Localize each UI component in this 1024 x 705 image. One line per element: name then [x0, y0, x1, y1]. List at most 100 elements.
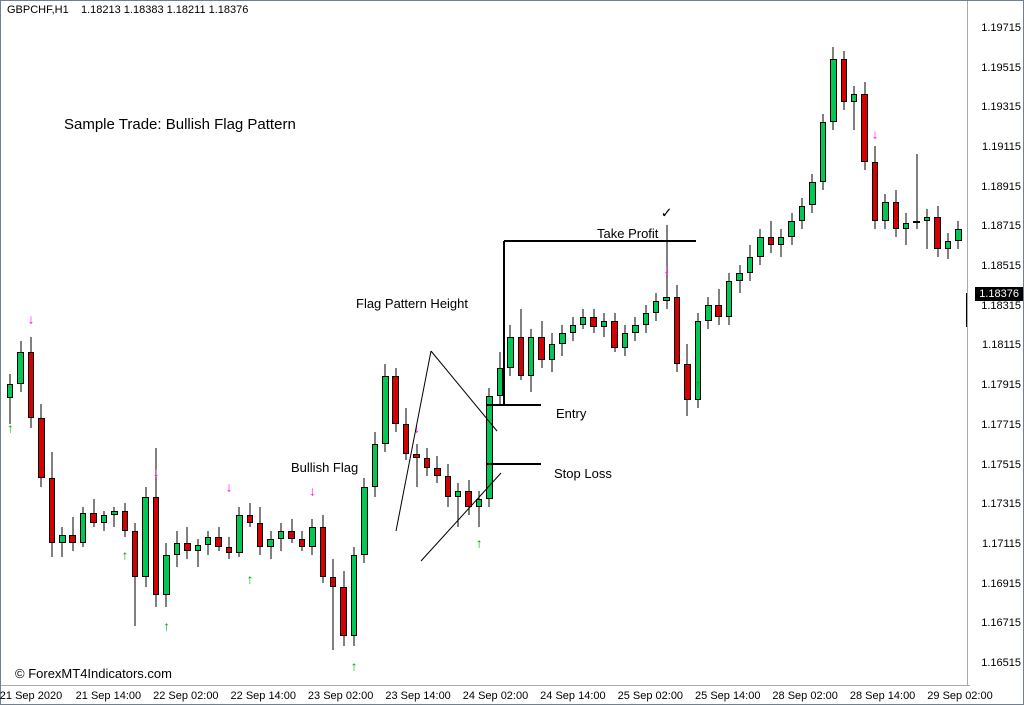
candle: [705, 297, 711, 329]
candle: [674, 285, 680, 372]
y-tick: 1.19515: [981, 62, 1021, 74]
stoploss-label: Stop Loss: [554, 466, 612, 481]
candle: [278, 523, 284, 551]
candle: [226, 537, 232, 559]
y-axis: 1.197151.195151.193151.191151.189151.187…: [967, 1, 1023, 686]
chart-container: GBPCHF,H1 1.18213 1.18383 1.18211 1.1837…: [0, 0, 1024, 705]
arrow-up-icon: ↑: [695, 377, 702, 392]
candle: [236, 507, 242, 557]
x-tick: 28 Sep 02:00: [772, 690, 837, 702]
candle: [69, 517, 75, 551]
candle: [872, 146, 878, 229]
flag-height-label: Flag Pattern Height: [356, 296, 468, 311]
candle: [351, 547, 357, 646]
candle: [59, 527, 65, 557]
candle: [611, 313, 617, 353]
candle: [715, 289, 721, 325]
candle: [632, 317, 638, 341]
candle: [934, 206, 940, 258]
x-tick: 21 Sep 14:00: [76, 690, 141, 702]
arrow-up-icon: ↑: [7, 420, 14, 435]
candle: [17, 341, 23, 393]
arrow-down-icon: ↓: [28, 311, 35, 326]
y-tick: 1.16915: [981, 578, 1021, 590]
entry-label: Entry: [556, 406, 586, 421]
candle: [497, 352, 503, 404]
candle: [476, 491, 482, 527]
candle: [184, 527, 190, 559]
candle: [445, 464, 451, 508]
candle: [747, 245, 753, 281]
arrow-down-icon: ↓: [226, 480, 233, 495]
y-tick: 1.17715: [981, 419, 1021, 431]
candle: [320, 515, 326, 583]
x-tick: 23 Sep 02:00: [308, 690, 373, 702]
current-price-label: 1.18376: [975, 287, 1023, 301]
candle: [955, 221, 961, 249]
arrow-up-icon: ↑: [351, 659, 358, 674]
y-tick: 1.18315: [981, 300, 1021, 312]
candle: [257, 507, 263, 555]
candle: [28, 337, 34, 428]
y-tick: 1.19315: [981, 101, 1021, 113]
watermark: © ForexMT4Indicators.com: [15, 666, 172, 681]
arrow-down-icon: ↓: [309, 484, 316, 499]
candle: [945, 233, 951, 259]
candle: [101, 511, 107, 531]
candle: [538, 321, 544, 369]
candle: [528, 329, 534, 393]
y-tick: 1.16715: [981, 617, 1021, 629]
x-tick: 22 Sep 14:00: [231, 690, 296, 702]
candle: [622, 325, 628, 357]
candle: [455, 483, 461, 527]
x-axis: 21 Sep 2020 21 Sep 14:00 22 Sep 02:00 22 Se…: [1, 685, 970, 704]
takeprofit-label: Take Profit: [597, 226, 658, 241]
title-annotation: Sample Trade: Bullish Flag Pattern: [64, 116, 296, 133]
candle: [486, 388, 492, 507]
candle: [38, 404, 44, 487]
candle: [861, 82, 867, 169]
y-tick: 1.17315: [981, 498, 1021, 510]
x-tick: 24 Sep 14:00: [540, 690, 605, 702]
candle: [736, 265, 742, 293]
candle: [132, 523, 138, 626]
candle: [174, 531, 180, 567]
plot-area[interactable]: ↑↓↑↓↑↓↑↓↑↓↑↓↑↓✓: [1, 1, 970, 686]
y-tick: 1.18715: [981, 220, 1021, 232]
arrow-down-icon: ↓: [872, 127, 879, 142]
candle: [851, 86, 857, 130]
arrow-up-icon: ↑: [247, 571, 254, 586]
y-tick: 1.17115: [982, 538, 1021, 550]
x-tick: 25 Sep 02:00: [618, 690, 683, 702]
candle: [195, 539, 201, 567]
candle: [601, 313, 607, 337]
candle: [830, 47, 836, 130]
candle: [726, 273, 732, 325]
candle: [518, 309, 524, 380]
candle: [549, 333, 555, 373]
y-tick: 1.18915: [981, 181, 1021, 193]
candle: [570, 317, 576, 341]
x-tick: 23 Sep 14:00: [385, 690, 450, 702]
arrow-down-icon: ↓: [413, 420, 420, 435]
x-tick: 22 Sep 02:00: [153, 690, 218, 702]
y-tick: 1.19115: [982, 141, 1021, 153]
candle: [788, 213, 794, 245]
x-tick: 24 Sep 02:00: [463, 690, 528, 702]
candle: [7, 374, 13, 424]
candle: [403, 408, 409, 460]
candle: [559, 325, 565, 357]
x-tick: 21 Sep 2020: [0, 690, 62, 702]
candle: [820, 114, 826, 189]
candle: [267, 531, 273, 559]
candle: [288, 519, 294, 543]
arrow-down-icon: ↓: [663, 262, 670, 277]
y-tick: 1.16515: [981, 657, 1021, 669]
candle: [778, 229, 784, 257]
candle: [413, 444, 419, 488]
candle: [903, 213, 909, 245]
arrow-up-icon: ↑: [122, 547, 129, 562]
candle: [163, 543, 169, 607]
candle: [768, 221, 774, 253]
candle: [757, 229, 763, 265]
